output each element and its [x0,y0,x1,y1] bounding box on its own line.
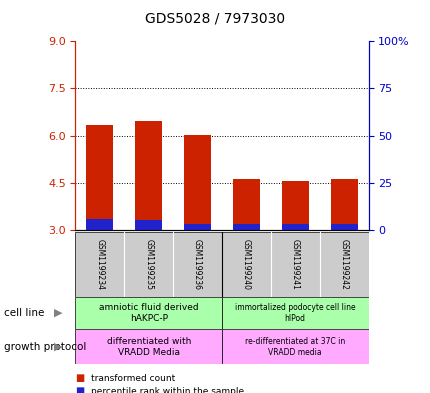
Bar [75,297,221,329]
Text: amniotic fluid derived
hAKPC-P: amniotic fluid derived hAKPC-P [98,303,198,323]
Bar [232,179,259,230]
Text: GSM1199240: GSM1199240 [241,239,250,290]
Bar [232,224,259,230]
Text: ■: ■ [75,373,84,383]
Bar [281,224,308,230]
Text: ▶: ▶ [54,342,62,352]
Bar [86,125,113,230]
Bar [330,224,356,230]
Bar [330,179,356,230]
Text: GSM1199235: GSM1199235 [144,239,153,290]
Bar [281,180,308,230]
Text: cell line: cell line [4,308,45,318]
Bar [75,329,221,364]
Text: ▶: ▶ [54,308,62,318]
Text: GDS5028 / 7973030: GDS5028 / 7973030 [145,12,285,26]
Bar [135,220,162,230]
Text: GSM1199242: GSM1199242 [339,239,348,290]
Bar [184,224,210,230]
Bar [184,135,210,230]
Text: percentile rank within the sample: percentile rank within the sample [90,387,243,393]
Text: GSM1199241: GSM1199241 [290,239,299,290]
Text: differentiated with
VRADD Media: differentiated with VRADD Media [106,336,190,357]
Bar [221,297,368,329]
Bar [221,329,368,364]
Text: GSM1199236: GSM1199236 [193,239,202,290]
Text: ■: ■ [75,386,84,393]
Text: growth protocol: growth protocol [4,342,86,352]
Text: GSM1199234: GSM1199234 [95,239,104,290]
Text: transformed count: transformed count [90,374,174,382]
Bar [135,121,162,230]
Text: re-differentiated at 37C in
VRADD media: re-differentiated at 37C in VRADD media [245,336,344,357]
Text: immortalized podocyte cell line
hIPod: immortalized podocyte cell line hIPod [234,303,355,323]
Bar [86,219,113,230]
